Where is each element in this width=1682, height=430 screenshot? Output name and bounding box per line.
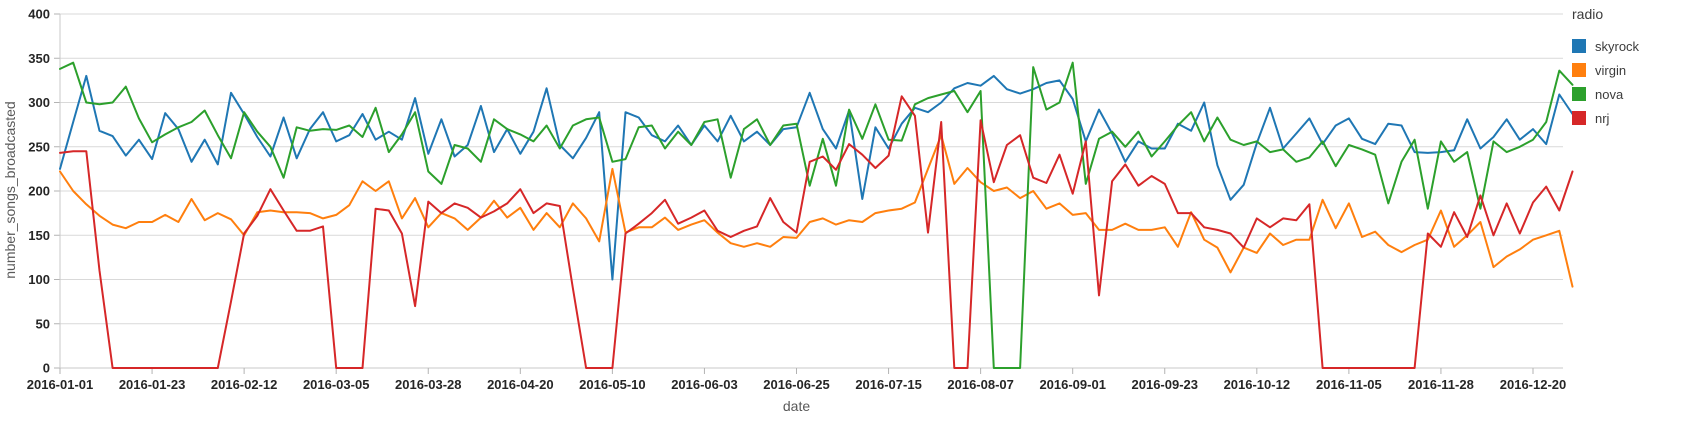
y-tick-label: 0	[43, 361, 50, 376]
x-tick-label: 2016-03-28	[395, 377, 462, 392]
x-tick-label: 2016-11-05	[1316, 377, 1382, 392]
y-tick-label: 350	[28, 51, 50, 66]
series-line-virgin	[59, 134, 1574, 288]
legend-item-nova: nova	[1572, 82, 1678, 106]
y-tick-label: 50	[36, 316, 50, 331]
y-tick-label: 150	[28, 228, 50, 243]
x-axis-title: date	[782, 398, 811, 414]
x-tick-label: 2016-02-12	[211, 377, 278, 392]
x-tick-label: 2016-04-20	[487, 377, 554, 392]
series-line-nrj	[59, 95, 1574, 369]
legend-label: nrj	[1595, 110, 1610, 126]
x-tick-label: 2016-03-05	[303, 377, 370, 392]
legend-swatch-skyrock	[1572, 39, 1586, 53]
y-tick-label: 400	[28, 7, 50, 22]
x-tick-label: 2016-01-01	[27, 377, 94, 392]
legend-swatch-nrj	[1572, 111, 1586, 125]
x-tick-label: 2016-10-12	[1224, 377, 1291, 392]
legend-items: skyrock virgin nova nrj	[1572, 34, 1678, 130]
y-tick-label: 200	[28, 184, 50, 199]
x-tick-label: 2016-08-07	[947, 377, 1014, 392]
x-tick-label: 2016-09-23	[1132, 377, 1199, 392]
x-tick-label: 2016-05-10	[579, 377, 646, 392]
x-tick-label: 2016-12-20	[1500, 377, 1567, 392]
legend-swatch-virgin	[1572, 63, 1586, 77]
legend-item-nrj: nrj	[1572, 106, 1678, 130]
y-tick-label: 100	[28, 272, 50, 287]
legend-label: virgin	[1595, 62, 1627, 78]
legend-swatch-nova	[1572, 87, 1586, 101]
x-tick-label: 2016-01-23	[119, 377, 186, 392]
legend-item-virgin: virgin	[1572, 58, 1678, 82]
y-tick-label: 300	[28, 95, 50, 110]
y-axis-title: number_songs_broadcasted	[2, 101, 18, 279]
legend-title: radio	[1572, 6, 1604, 22]
x-tick-label: 2016-11-28	[1408, 377, 1474, 392]
y-tick-label: 250	[28, 139, 50, 154]
x-tick-label: 2016-09-01	[1039, 377, 1106, 392]
series-line-nova	[59, 61, 1574, 369]
x-tick-label: 2016-06-03	[671, 377, 738, 392]
legend-label: skyrock	[1595, 38, 1640, 54]
series-line-skyrock	[59, 74, 1574, 281]
x-tick-label: 2016-07-15	[855, 377, 922, 392]
legend: radio skyrock virgin nova nrj	[1572, 6, 1678, 130]
legend-item-skyrock: skyrock	[1572, 34, 1678, 58]
x-tick-label: 2016-06-25	[763, 377, 830, 392]
legend-label: nova	[1595, 86, 1624, 102]
